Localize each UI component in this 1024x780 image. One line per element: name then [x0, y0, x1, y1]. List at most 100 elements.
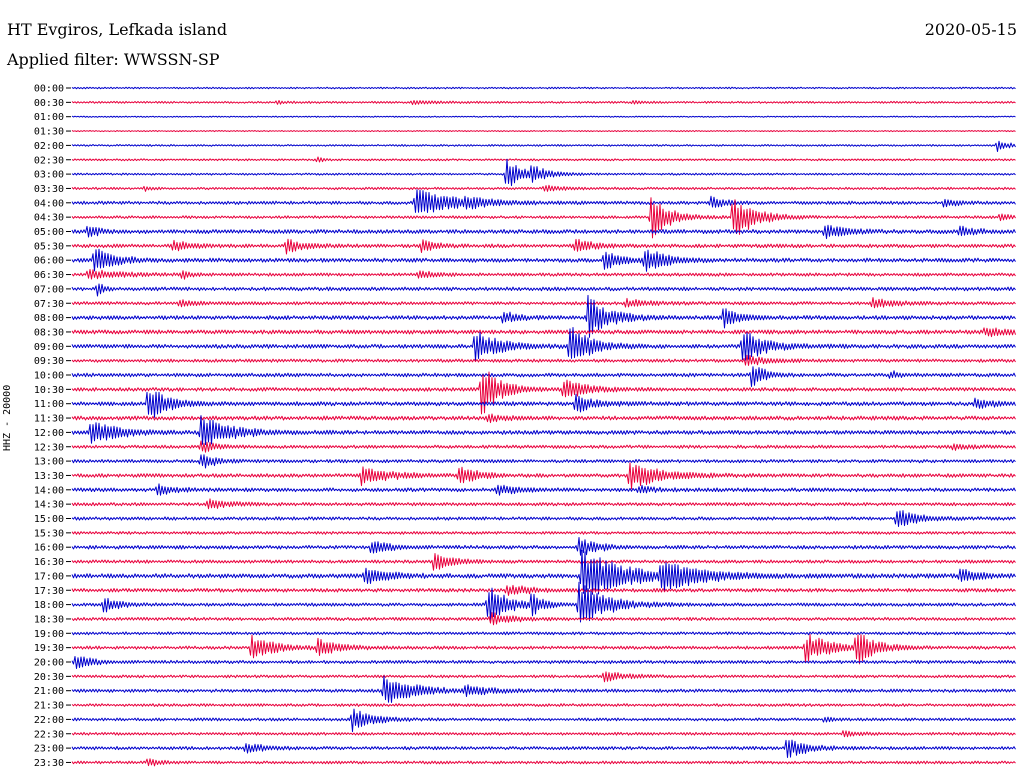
trace-row-0200 — [71, 140, 1016, 152]
trace-row-1530 — [71, 531, 1016, 535]
row-time-label: 15:30 — [34, 528, 64, 539]
row-time-label: 20:30 — [34, 672, 64, 683]
trace-row-0300 — [71, 158, 1016, 187]
trace-row-0400 — [71, 189, 1016, 213]
row-time-label: 14:00 — [34, 485, 64, 496]
row-time-label: 00:30 — [34, 98, 64, 109]
row-time-label: 06:30 — [34, 270, 64, 281]
trace-row-0600 — [71, 248, 1016, 272]
trace-row-1400 — [71, 483, 1016, 496]
trace-row-0230 — [71, 156, 1016, 163]
trace-row-0700 — [71, 283, 1016, 297]
row-time-label: 19:00 — [34, 629, 64, 640]
row-time-label: 01:00 — [34, 112, 64, 123]
row-time-label: 07:00 — [34, 284, 64, 295]
row-time-label: 21:30 — [34, 701, 64, 712]
row-time-label: 16:00 — [34, 543, 64, 554]
row-time-label: 16:30 — [34, 557, 64, 568]
trace-row-2200 — [71, 708, 1016, 733]
row-time-label: 09:30 — [34, 356, 64, 367]
trace-row-1100 — [71, 391, 1016, 418]
trace-row-0800 — [71, 294, 1016, 338]
trace-row-1900 — [71, 631, 1016, 636]
row-time-label: 19:30 — [34, 643, 64, 654]
trace-row-0130 — [71, 130, 1016, 133]
row-time-label: 02:00 — [34, 141, 64, 152]
row-time-label: 08:30 — [34, 327, 64, 338]
row-time-label: 10:00 — [34, 371, 64, 382]
row-time-label: 00:00 — [34, 84, 64, 95]
row-time-label: 15:00 — [34, 514, 64, 525]
row-time-label: 22:00 — [34, 715, 64, 726]
row-time-label: 05:00 — [34, 227, 64, 238]
row-time-label: 23:30 — [34, 758, 64, 769]
row-time-label: 10:30 — [34, 385, 64, 396]
trace-row-1800 — [71, 581, 1016, 623]
row-time-label: 09:00 — [34, 342, 64, 353]
row-time-label: 06:00 — [34, 256, 64, 267]
trace-row-1500 — [71, 510, 1016, 527]
trace-row-1000 — [71, 366, 1016, 387]
trace-row-1200 — [71, 415, 1016, 446]
trace-row-0330 — [71, 184, 1016, 192]
row-time-label: 23:00 — [34, 744, 64, 755]
filter-label: Applied filter: WWSSN-SP — [7, 50, 220, 69]
trace-row-1630 — [71, 553, 1016, 571]
row-time-label: 11:30 — [34, 414, 64, 425]
trace-row-0930 — [71, 354, 1016, 366]
station-title: HT Evgiros, Lefkada island — [7, 20, 228, 39]
row-time-label: 14:30 — [34, 500, 64, 511]
trace-row-0500 — [71, 224, 1016, 240]
row-time-label: 17:30 — [34, 586, 64, 597]
trace-row-2000 — [71, 656, 1016, 669]
row-time-label: 13:30 — [34, 471, 64, 482]
row-time-label: 02:30 — [34, 155, 64, 166]
trace-row-1130 — [71, 413, 1016, 424]
trace-row-1830 — [71, 612, 1016, 626]
row-time-label: 17:00 — [34, 571, 64, 582]
trace-row-1430 — [71, 498, 1016, 510]
trace-row-0030 — [71, 100, 1016, 106]
row-time-label: 20:00 — [34, 658, 64, 669]
trace-row-1730 — [71, 584, 1016, 596]
row-time-label: 03:30 — [34, 184, 64, 195]
trace-row-0900 — [71, 327, 1016, 362]
row-time-label: 12:00 — [34, 428, 64, 439]
trace-row-0730 — [71, 297, 1016, 309]
row-time-label: 18:00 — [34, 600, 64, 611]
trace-row-0430 — [71, 197, 1016, 239]
trace-row-0530 — [71, 238, 1016, 255]
trace-row-0630 — [71, 269, 1016, 280]
row-time-label: 03:00 — [34, 170, 64, 181]
trace-row-1600 — [71, 537, 1016, 556]
row-time-label: 21:00 — [34, 686, 64, 697]
trace-row-2100 — [71, 675, 1016, 703]
trace-row-1230 — [71, 440, 1016, 453]
row-time-label: 13:00 — [34, 457, 64, 468]
trace-row-2230 — [71, 730, 1016, 738]
trace-row-2300 — [71, 739, 1016, 758]
trace-row-0100 — [71, 115, 1016, 118]
row-time-label: 18:30 — [34, 614, 64, 625]
row-time-label: 04:00 — [34, 198, 64, 209]
row-time-label: 12:30 — [34, 442, 64, 453]
trace-row-1930 — [71, 633, 1016, 665]
trace-row-1330 — [71, 462, 1016, 490]
date-label: 2020-05-15 — [924, 20, 1017, 39]
trace-row-2030 — [71, 671, 1016, 683]
trace-row-1700 — [71, 549, 1016, 595]
trace-row-2330 — [71, 758, 1016, 767]
trace-row-1030 — [71, 371, 1016, 415]
trace-row-0830 — [71, 327, 1016, 338]
trace-row-0000 — [71, 86, 1016, 90]
row-time-label: 04:30 — [34, 213, 64, 224]
row-time-label: 08:00 — [34, 313, 64, 324]
row-time-label: 11:00 — [34, 399, 64, 410]
row-time-label: 22:30 — [34, 729, 64, 740]
row-time-label: 01:30 — [34, 127, 64, 138]
row-time-label: 07:30 — [34, 299, 64, 310]
trace-row-2130 — [71, 703, 1016, 707]
trace-row-1300 — [71, 454, 1016, 469]
row-time-label: 05:30 — [34, 241, 64, 252]
